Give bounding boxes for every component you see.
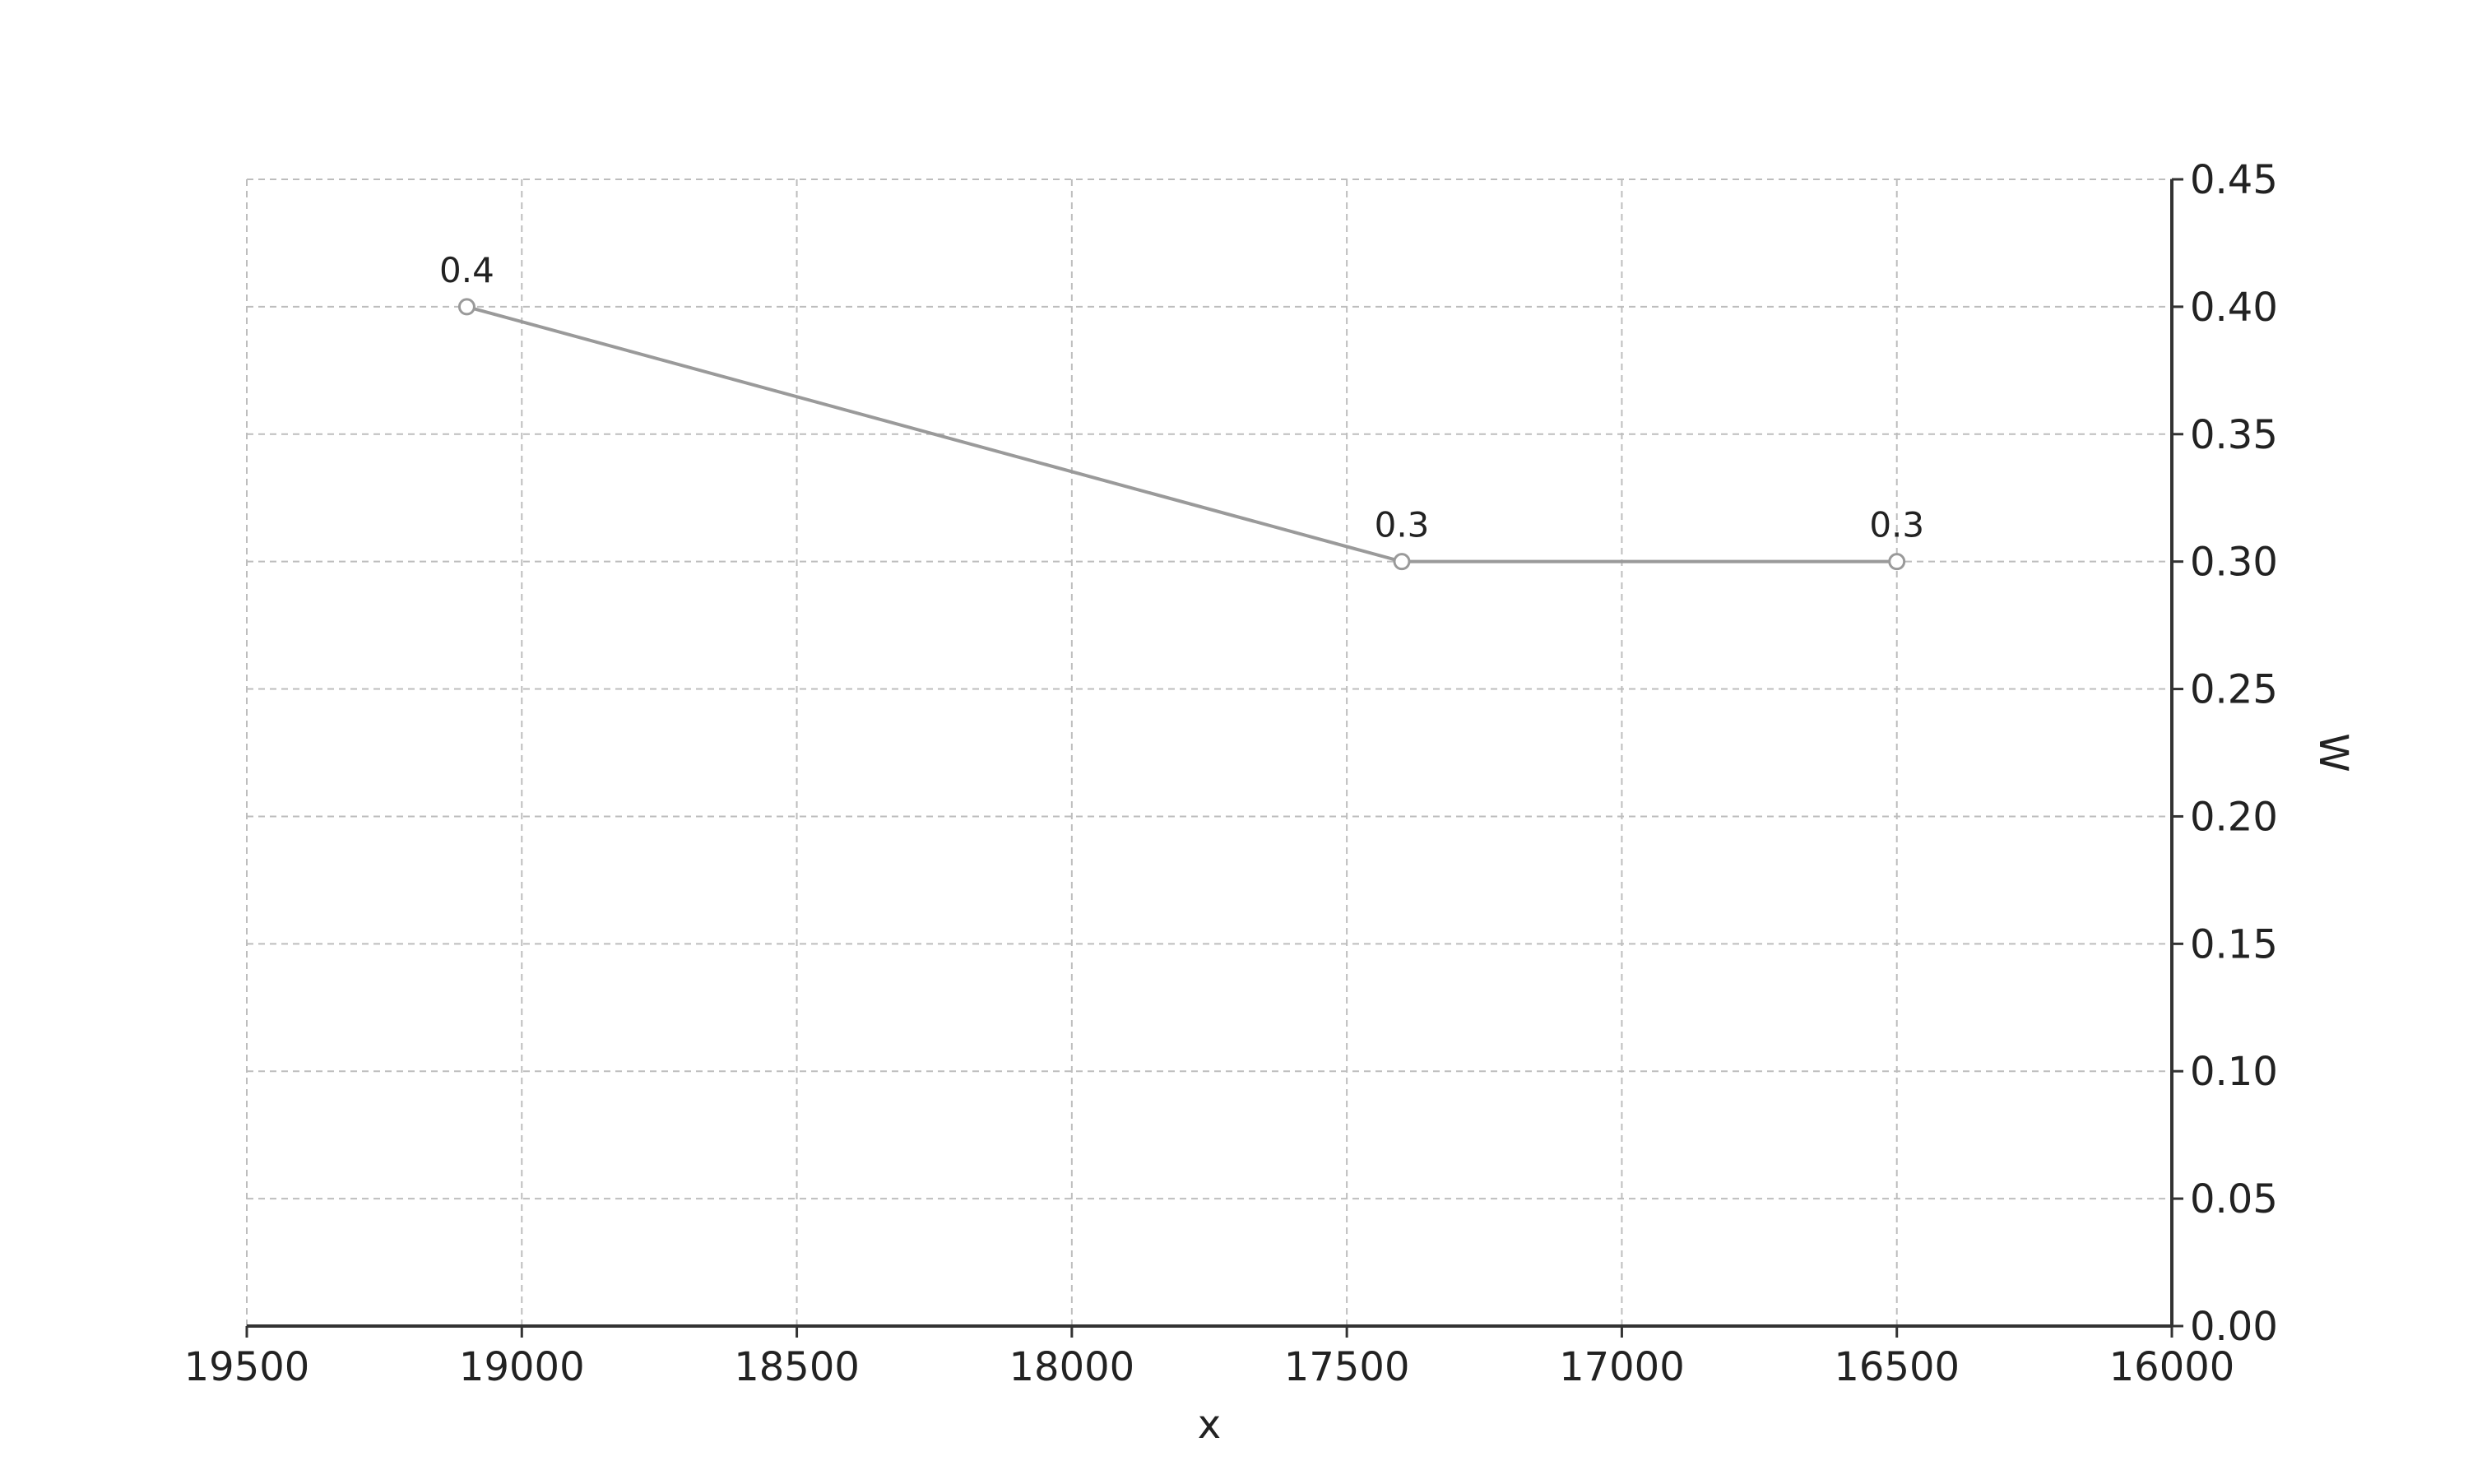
- y-tick-label: 0.30: [2190, 540, 2278, 586]
- data-label: 0.4: [439, 250, 494, 290]
- data-label: 0.3: [1375, 505, 1430, 545]
- data-point: [457, 298, 476, 316]
- y-tick-label: 0.35: [2190, 412, 2278, 458]
- x-tick-label: 18500: [734, 1344, 860, 1390]
- x-tick-label: 19000: [459, 1344, 585, 1390]
- y-tick-label: 0.45: [2190, 157, 2278, 203]
- y-tick-label: 0.20: [2190, 794, 2278, 840]
- grid-layer: [246, 179, 2173, 1327]
- y-tick-label: 0.00: [2190, 1304, 2278, 1350]
- axis-layer: 16000 16500 17000 17500 18000 18500 19000 19500…: [184, 157, 2278, 1390]
- x-tick-label: 16000: [2109, 1344, 2235, 1390]
- x-tick-label: 17000: [1559, 1344, 1685, 1390]
- series-layer: [457, 298, 1906, 571]
- x-tick-label: 18000: [1009, 1344, 1135, 1390]
- data-point: [1393, 553, 1411, 571]
- x-tick-label: 19500: [184, 1344, 310, 1390]
- x-tick-label: 16500: [1834, 1344, 1960, 1390]
- data-label: 0.3: [1869, 505, 1924, 545]
- y-tick-label: 0.25: [2190, 667, 2278, 713]
- x-tick-label: 17500: [1284, 1344, 1410, 1390]
- y-tick-label: 0.15: [2190, 921, 2278, 967]
- y-tick-label: 0.40: [2190, 285, 2278, 331]
- y-axis-title: W: [2310, 733, 2356, 772]
- x-axis-title: x: [1198, 1402, 1221, 1448]
- y-tick-label: 0.10: [2190, 1049, 2278, 1095]
- y-tick-label: 0.05: [2190, 1176, 2278, 1222]
- label-layer: 0.3 0.3 0.4: [439, 250, 1924, 545]
- data-point: [1888, 553, 1906, 571]
